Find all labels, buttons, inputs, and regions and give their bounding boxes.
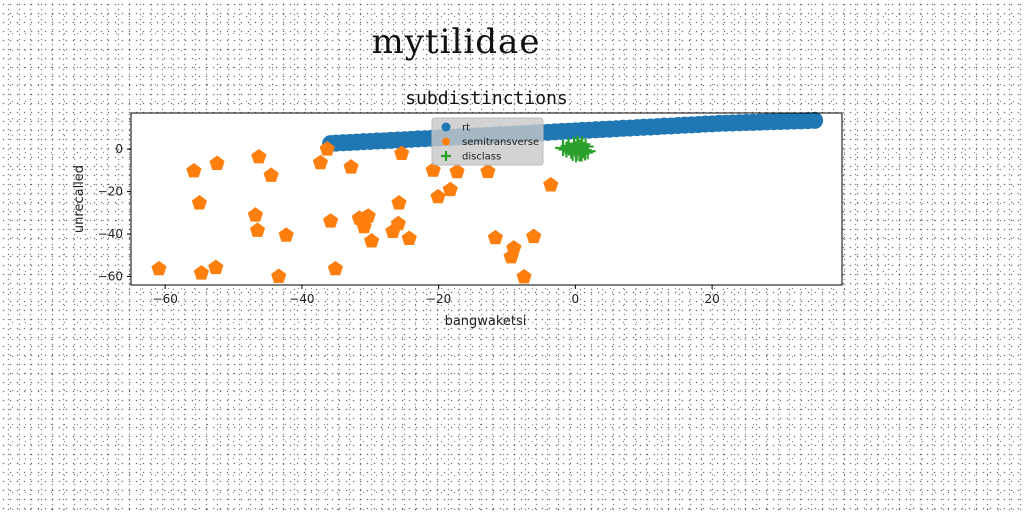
data-point bbox=[391, 195, 407, 210]
x-tick-label: 0 bbox=[572, 292, 580, 306]
y-tick-label: −20 bbox=[98, 185, 123, 199]
data-point bbox=[425, 162, 441, 177]
y-tick-label: −40 bbox=[98, 227, 123, 241]
axes-layer: −60 −40 −20 0 20 −60 −40 −20 0 bbox=[98, 112, 843, 306]
data-point bbox=[806, 111, 824, 129]
legend: rt semitransverse disclass bbox=[431, 117, 544, 166]
data-point bbox=[271, 268, 287, 283]
data-point bbox=[186, 163, 202, 178]
data-point bbox=[394, 145, 410, 160]
data-point bbox=[249, 222, 266, 237]
data-point bbox=[343, 159, 359, 174]
data-point bbox=[572, 139, 589, 156]
data-point bbox=[193, 265, 209, 280]
legend-marker bbox=[441, 137, 451, 146]
x-tick-label: −20 bbox=[426, 292, 451, 306]
data-point bbox=[543, 177, 559, 192]
axes-frame bbox=[130, 112, 843, 286]
data-point bbox=[390, 215, 406, 231]
data-point bbox=[323, 213, 339, 228]
data-point bbox=[319, 141, 335, 156]
legend-marker bbox=[441, 151, 451, 161]
data-point bbox=[401, 230, 417, 245]
data-point bbox=[278, 227, 294, 242]
legend-label: rt bbox=[462, 123, 470, 134]
legend-label: semitransverse bbox=[462, 137, 539, 148]
data-point bbox=[487, 229, 503, 245]
data-point bbox=[327, 260, 343, 276]
data-point bbox=[516, 268, 532, 284]
data-point bbox=[263, 167, 279, 182]
data-point bbox=[312, 154, 328, 170]
y-tick-label: 0 bbox=[115, 142, 123, 156]
data-point bbox=[449, 163, 465, 179]
data-point bbox=[151, 260, 167, 276]
data-point bbox=[569, 135, 586, 152]
plot-title: subdistinctions bbox=[405, 88, 568, 109]
data-point bbox=[558, 141, 575, 158]
data-point bbox=[442, 181, 458, 197]
data-point bbox=[191, 195, 207, 210]
series-layer bbox=[151, 111, 824, 284]
data-point bbox=[430, 188, 446, 204]
y-axis-label: unrecalled bbox=[72, 165, 87, 233]
legend-box bbox=[431, 117, 544, 166]
figure-suptitle: mytilidae bbox=[371, 22, 541, 62]
series-disclass bbox=[555, 135, 596, 163]
data-point bbox=[247, 207, 263, 222]
data-point bbox=[526, 228, 542, 244]
data-point bbox=[480, 163, 496, 179]
x-tick-label: −40 bbox=[289, 292, 314, 306]
data-point bbox=[364, 233, 380, 248]
data-point bbox=[208, 259, 224, 275]
series-semitransverse bbox=[151, 141, 559, 284]
x-tick-label: 20 bbox=[704, 292, 719, 306]
x-tick-label: −60 bbox=[153, 292, 178, 306]
x-axis-label: bangwaketsi bbox=[445, 314, 527, 329]
data-point bbox=[506, 240, 522, 255]
data-point bbox=[251, 149, 267, 164]
y-tick-label: −60 bbox=[98, 270, 123, 284]
legend-label: disclass bbox=[462, 152, 501, 163]
legend-marker bbox=[441, 122, 451, 132]
data-point bbox=[209, 155, 225, 170]
data-point bbox=[360, 208, 376, 223]
